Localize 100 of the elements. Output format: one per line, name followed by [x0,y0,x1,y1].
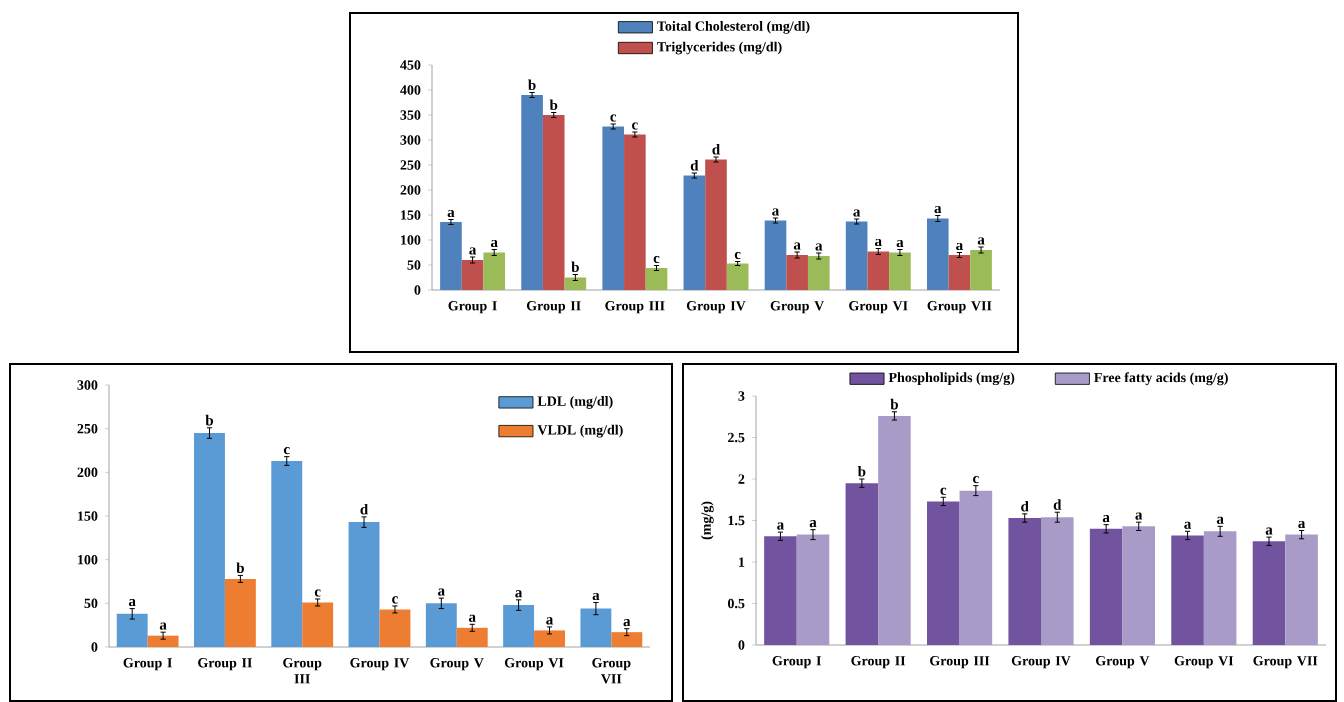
annotation: b [236,562,244,574]
annotation: d [690,160,699,171]
annotation: b [890,398,898,410]
y-axis-title: (mg/g) [700,501,714,540]
bar [271,460,303,648]
bar [796,534,830,646]
annotation: a [490,239,498,248]
bar [348,522,380,648]
bar [970,250,992,290]
y-tick-label: 50 [407,260,421,270]
bar [440,222,462,290]
annotation: a [777,522,784,530]
y-tick-label: 450 [400,60,421,70]
x-tick-label: Group IV [350,658,410,671]
bar [889,252,911,290]
y-tick-label: 100 [401,235,421,245]
annotation: c [653,255,660,264]
annotation: a [546,617,554,625]
annotation: c [734,251,741,260]
annotation: c [610,114,617,122]
annotation: c [940,487,947,495]
x-tick-label: Group VII [592,658,631,684]
x-tick-label: Group VI [849,301,908,314]
annotation: a [896,239,904,248]
y-tick-label: 1 [739,557,745,567]
bar [845,221,868,290]
annotation: a [1184,521,1192,529]
annotation: a [468,614,476,622]
annotation: c [314,589,321,597]
annotation: a [1298,520,1306,529]
x-tick-label: Group II [526,301,581,314]
legend-label: VLDL (mg/dl) [537,424,623,438]
annotation: b [205,414,214,426]
bar [726,263,749,290]
annotation: a [1135,512,1143,520]
bar [147,635,179,648]
legend-label: LDL (mg/dl) [537,396,613,409]
annotation: c [973,476,979,484]
annotation: c [283,447,290,455]
annotation: b [549,99,558,111]
annotation: b [528,79,536,91]
annotation: a [977,237,985,245]
y-tick-label: 0 [91,642,98,652]
x-tick-label: Group V [1096,656,1150,669]
bar [867,251,890,290]
y-tick-label: 2.5 [728,432,745,443]
annotation: a [438,588,445,596]
bar [456,627,488,648]
bar [483,252,506,290]
annotation: a [875,238,882,247]
annotation: a [623,619,631,627]
x-tick-label: Group I [772,656,822,669]
bar [1041,517,1074,646]
legend-label: Phospholipids (mg/g) [888,372,1015,386]
x-tick-label: Group II [198,658,252,671]
annotation: d [1053,499,1062,510]
x-tick-label: Group VII [1253,656,1318,669]
bar [705,159,727,290]
annotation: b [857,466,866,477]
y-tick-label: 350 [400,110,421,120]
annotation: a [469,247,477,255]
y-tick-label: 150 [401,210,421,220]
x-tick-label: Group IV [1011,656,1071,669]
y-tick-label: 100 [78,554,98,565]
x-tick-label: Group II [851,656,906,669]
y-tick-label: 300 [77,380,98,390]
y-tick-label: 200 [77,467,98,478]
bar [542,115,565,290]
y-tick-label: 150 [78,511,98,521]
y-tick-label: 1.5 [728,515,745,526]
bar [116,613,148,648]
bar [379,609,411,648]
x-tick-label: Group VII [927,301,992,314]
bar [807,256,830,290]
annotation: a [1216,516,1224,524]
bar [461,260,484,290]
bar [959,490,993,646]
x-tick-label: Group V [430,658,484,671]
annotation: a [159,622,167,630]
legend-label: Triglycerides (mg/dl) [657,41,782,55]
bar [1171,535,1204,646]
y-tick-label: 200 [400,185,421,195]
annotation: a [128,599,136,607]
annotation: a [815,243,823,251]
bar [580,608,612,648]
bar [764,536,797,646]
x-tick-label: Group III [930,656,990,669]
bar [425,603,457,648]
bar [602,126,625,290]
y-tick-label: 0 [414,285,421,295]
x-tick-label: Group VI [1174,656,1234,669]
y-tick-label: 400 [400,85,421,95]
annotation: a [447,209,455,218]
y-tick-label: 3 [738,391,745,401]
bar [564,277,587,290]
bar [1122,526,1155,646]
bar [1252,541,1286,646]
annotation: d [712,144,720,155]
y-tick-label: 250 [77,423,98,434]
bar [645,268,668,290]
